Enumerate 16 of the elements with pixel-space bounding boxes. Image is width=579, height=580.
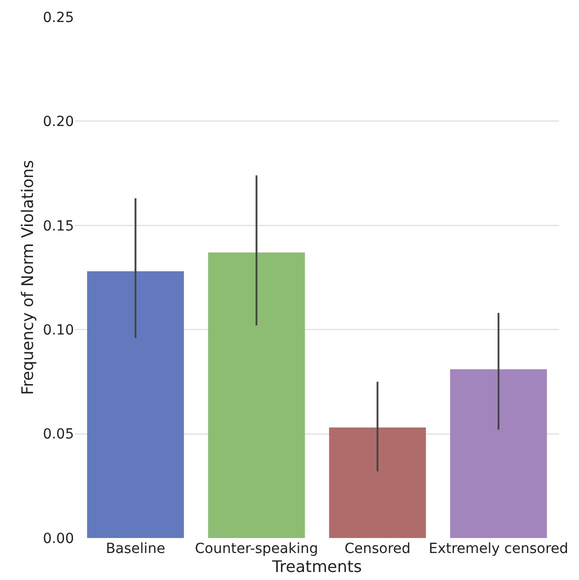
x-tick-label: Baseline: [106, 541, 166, 557]
bar: [87, 271, 184, 538]
y-tick-label: 0.20: [42, 114, 74, 130]
y-tick-label: 0.10: [42, 322, 74, 338]
bar: [208, 252, 305, 538]
x-tick-label: Extremely censored: [428, 541, 568, 557]
y-tick-label: 0.25: [42, 10, 74, 26]
x-tick-label: Counter-speaking: [194, 541, 318, 557]
y-axis-title: Frequency of Norm Violations: [18, 160, 37, 396]
x-tick-label: Censored: [344, 541, 411, 557]
y-tick-label: 0.15: [42, 218, 74, 234]
bar: [450, 369, 547, 538]
bar: [329, 428, 426, 538]
y-tick-label: 0.00: [42, 530, 74, 547]
y-tick-label: 0.05: [42, 426, 74, 443]
x-axis-title: Treatments: [271, 557, 362, 576]
